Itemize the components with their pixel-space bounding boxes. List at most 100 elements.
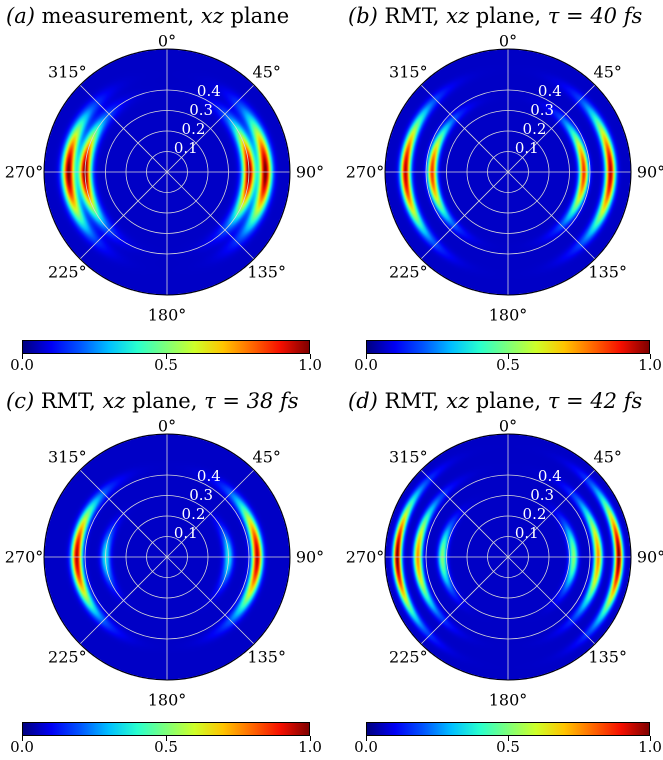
panel-a-angle-label-225: 225°: [48, 262, 87, 282]
colorbar-tick-label: 0.5: [154, 738, 178, 756]
angular-gridline-225: [79, 171, 168, 260]
angular-gridline-315: [420, 469, 509, 558]
colorbar-tick-mark: [365, 736, 367, 741]
panel-c-title: (c) RMT, xz plane, τ = 38 fs: [6, 389, 299, 413]
panel-a-angle-label-180: 180°: [147, 305, 187, 325]
angular-gridline-45: [507, 84, 596, 173]
panel-b-title: (b) RMT, xz plane, τ = 40 fs: [348, 4, 643, 28]
panel-a-angle-label-315: 315°: [48, 62, 87, 82]
panel-d-radial-label-2: 0.2: [522, 505, 547, 524]
panel-c-colorbar: [22, 722, 310, 736]
panel-a-angle-label-45: 45°: [252, 62, 281, 82]
colorbar-tick-mark: [507, 354, 509, 359]
angular-gridline-45: [166, 469, 255, 558]
panel-b-angle-label-90: 90°: [636, 162, 663, 182]
angular-gridline-225: [420, 556, 509, 645]
angular-gridline-225: [79, 556, 168, 645]
polar-outline: [43, 433, 291, 681]
angular-gridline-225: [420, 171, 509, 260]
polar-outline: [43, 48, 291, 296]
panel-c-angle-label-135: 135°: [247, 647, 286, 667]
angular-gridline-135: [507, 556, 596, 645]
panel-b-angle-label-270: 270°: [345, 162, 385, 182]
panel-a-angle-label-90: 90°: [295, 162, 325, 182]
panel-b-colorbar: [366, 340, 650, 354]
colorbar-tick-mark: [649, 354, 651, 359]
colorbar-tick-label: 0.5: [496, 356, 520, 374]
panel-c-angle-label-225: 225°: [48, 647, 87, 667]
angular-gridline-135: [166, 556, 255, 645]
panel-c-radial-label-2: 0.2: [181, 505, 206, 524]
polar-outline: [384, 433, 632, 681]
panel-d-angle-label-0: 0°: [498, 416, 518, 436]
panel-b-angle-label-135: 135°: [588, 262, 627, 282]
colorbar-tick-mark: [165, 736, 167, 741]
colorbar-tick-label: 0.0: [354, 738, 378, 756]
panel-b-radial-label-1: 0.1: [514, 139, 539, 158]
panel-a-radial-label-4: 0.4: [196, 82, 221, 101]
panel-d-angle-label-180: 180°: [488, 690, 528, 710]
panel-a-radial-label-2: 0.2: [181, 120, 206, 139]
panel-b-angle-label-180: 180°: [488, 305, 528, 325]
colorbar-tick-label: 1.0: [298, 738, 322, 756]
panel-c-radial-label-3: 0.3: [189, 486, 214, 505]
colorbar-tick-mark: [309, 354, 311, 359]
panel-a-radial-label-1: 0.1: [173, 139, 198, 158]
panel-d-colorbar: [366, 722, 650, 736]
panel-d-title: (d) RMT, xz plane, τ = 42 fs: [348, 389, 643, 413]
colorbar-tick-label: 0.0: [10, 356, 34, 374]
panel-b-angle-label-315: 315°: [389, 62, 428, 82]
panel-c-angle-label-270: 270°: [4, 547, 44, 567]
colorbar-tick-label: 0.0: [10, 738, 34, 756]
panel-c-angle-label-0: 0°: [157, 416, 177, 436]
panel-b-angle-label-0: 0°: [498, 31, 518, 51]
panel-d-radial-label-1: 0.1: [514, 524, 539, 543]
angular-gridline-45: [507, 469, 596, 558]
panel-d-radial-label-3: 0.3: [530, 486, 555, 505]
angular-gridline-135: [507, 171, 596, 260]
panel-a-angle-label-135: 135°: [247, 262, 286, 282]
colorbar-tick-label: 1.0: [638, 356, 662, 374]
colorbar-tick-mark: [309, 736, 311, 741]
panel-a-radial-label-3: 0.3: [189, 101, 214, 120]
colorbar-tick-mark: [21, 736, 23, 741]
panel-d-angle-label-315: 315°: [389, 447, 428, 467]
panel-b-grid: [384, 48, 632, 296]
panel-c-radial-label-4: 0.4: [196, 467, 221, 486]
polar-outline: [384, 48, 632, 296]
panel-d-radial-label-4: 0.4: [537, 467, 562, 486]
panel-c-grid: [43, 433, 291, 681]
colorbar-tick-mark: [21, 354, 23, 359]
panel-b-radial-label-3: 0.3: [530, 101, 555, 120]
panel-d-angle-label-90: 90°: [636, 547, 663, 567]
panel-d-angle-label-45: 45°: [593, 447, 622, 467]
colorbar-tick-label: 0.0: [354, 356, 378, 374]
panel-c-angle-label-90: 90°: [295, 547, 325, 567]
panel-d-angle-label-270: 270°: [345, 547, 385, 567]
colorbar-tick-label: 1.0: [638, 738, 662, 756]
colorbar-tick-label: 1.0: [298, 356, 322, 374]
panel-a-title: (a) measurement, xz plane: [6, 4, 290, 28]
colorbar-tick-label: 0.5: [154, 356, 178, 374]
angular-gridline-45: [166, 84, 255, 173]
panel-b-radial-label-4: 0.4: [537, 82, 562, 101]
panel-a-grid: [43, 48, 291, 296]
colorbar-tick-mark: [365, 354, 367, 359]
colorbar-tick-label: 0.5: [496, 738, 520, 756]
colorbar-tick-mark: [649, 736, 651, 741]
panel-b-radial-label-2: 0.2: [522, 120, 547, 139]
panel-c-angle-label-180: 180°: [147, 690, 187, 710]
colorbar-tick-mark: [507, 736, 509, 741]
panel-b-angle-label-45: 45°: [593, 62, 622, 82]
angular-gridline-135: [166, 171, 255, 260]
panel-c-radial-label-1: 0.1: [173, 524, 198, 543]
panel-a-angle-label-0: 0°: [157, 31, 177, 51]
angular-gridline-315: [79, 84, 168, 173]
angular-gridline-315: [420, 84, 509, 173]
panel-b-angle-label-225: 225°: [389, 262, 428, 282]
colorbar-tick-mark: [165, 354, 167, 359]
angular-gridline-315: [79, 469, 168, 558]
panel-c-angle-label-45: 45°: [252, 447, 281, 467]
panel-a-colorbar: [22, 340, 310, 354]
